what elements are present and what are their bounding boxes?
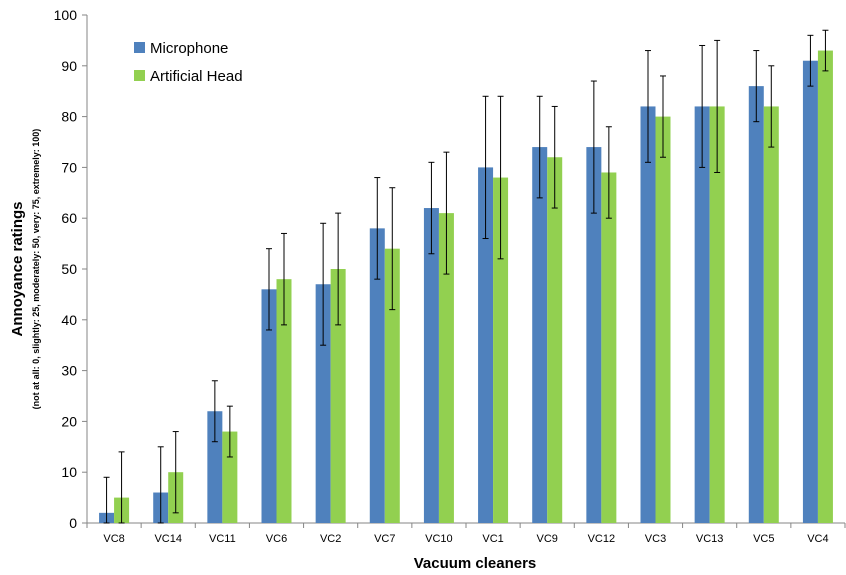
y-tick-label: 30 <box>61 363 77 379</box>
bar-artificial-head <box>763 106 779 523</box>
bar-microphone <box>369 228 385 524</box>
x-tick-label: VC8 <box>103 533 124 545</box>
legend: Microphone Artificial Head <box>134 40 243 85</box>
x-tick-label: VC1 <box>482 533 503 545</box>
x-tick-label: VC5 <box>753 533 774 545</box>
bar-microphone <box>207 411 223 523</box>
x-tick-label: VC11 <box>209 533 236 545</box>
bar-artificial-head <box>493 177 509 523</box>
bar-artificial-head <box>330 269 346 523</box>
x-tick-label: VC14 <box>154 533 182 545</box>
bar-microphone <box>640 106 656 523</box>
bar-artificial-head <box>384 248 400 523</box>
bar-artificial-head <box>601 172 617 524</box>
x-tick-label: VC13 <box>696 533 724 545</box>
bar-microphone <box>586 147 602 523</box>
bar-artificial-head <box>547 157 563 524</box>
legend-label: Artificial Head <box>150 68 243 85</box>
x-tick-label: VC3 <box>645 533 666 545</box>
y-tick-label: 10 <box>61 464 77 480</box>
legend-swatch <box>134 70 145 81</box>
x-tick-label: VC12 <box>588 533 616 545</box>
x-tick-label: VC10 <box>425 533 453 545</box>
y-tick-label: 100 <box>54 7 78 23</box>
y-axis-sublabel: (not at all: 0, slightly: 25, moderately… <box>31 129 41 410</box>
bar-microphone <box>532 147 548 523</box>
x-tick-label: VC6 <box>266 533 287 545</box>
x-tick-label: VC7 <box>374 533 395 545</box>
y-tick-label: 40 <box>61 312 77 328</box>
y-tick-label: 90 <box>61 58 77 74</box>
y-tick-label: 50 <box>61 261 77 277</box>
bar-artificial-head <box>817 50 833 524</box>
x-tick-label: VC2 <box>320 533 341 545</box>
error-bars <box>103 29 829 524</box>
y-axis-label: Annoyance ratings <box>9 201 26 336</box>
axes: 0 10 20 30 40 50 60 70 80 90 100 VC8 VC14 VC11 VC6 VC2 V… <box>54 7 846 545</box>
y-tick-label: 0 <box>69 515 77 531</box>
bar-artificial-head <box>438 213 454 523</box>
bar-microphone <box>315 284 331 523</box>
bar-artificial-head <box>709 106 725 523</box>
bar-artificial-head <box>222 431 238 523</box>
bar-microphone <box>802 60 818 523</box>
bar-microphone <box>423 208 439 524</box>
bar-microphone <box>694 106 710 523</box>
x-tick-label: VC4 <box>807 533 828 545</box>
bar-artificial-head <box>655 116 671 523</box>
legend-label: Microphone <box>150 40 228 57</box>
bars <box>99 50 833 524</box>
bar-microphone <box>748 86 764 524</box>
legend-swatch <box>134 42 145 53</box>
y-tick-label: 80 <box>61 109 77 125</box>
y-tick-label: 20 <box>61 413 77 429</box>
y-tick-label: 60 <box>61 210 77 226</box>
bar-microphone <box>261 289 277 523</box>
y-tick-label: 70 <box>61 159 77 175</box>
x-axis-label: Vacuum cleaners <box>414 555 537 572</box>
bar-microphone <box>478 167 494 523</box>
x-tick-label: VC9 <box>537 533 558 545</box>
bar-artificial-head <box>276 279 292 523</box>
